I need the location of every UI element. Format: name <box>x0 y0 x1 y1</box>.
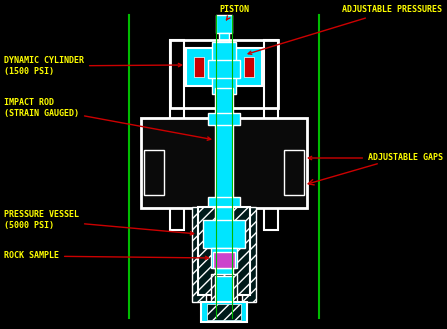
Bar <box>194 57 204 77</box>
Bar <box>234 48 262 86</box>
Bar <box>284 150 304 195</box>
Bar <box>215 88 233 210</box>
Bar <box>215 207 233 295</box>
Bar <box>212 42 236 94</box>
Bar <box>186 48 214 86</box>
Bar <box>170 40 184 230</box>
Bar <box>213 252 235 268</box>
Bar <box>203 220 245 248</box>
Bar <box>264 40 278 230</box>
Bar <box>219 33 229 51</box>
Bar <box>141 118 307 208</box>
Bar <box>198 207 250 295</box>
Bar <box>211 248 237 268</box>
Text: ADJUSTABLE GAPS: ADJUSTABLE GAPS <box>308 154 443 163</box>
Bar <box>192 207 206 302</box>
Bar <box>207 304 241 320</box>
Bar <box>215 276 233 302</box>
Text: IMPACT ROD
(STRAIN GAUGED): IMPACT ROD (STRAIN GAUGED) <box>4 98 211 140</box>
Text: DYNAMIC CYLINDER
(1500 PSI): DYNAMIC CYLINDER (1500 PSI) <box>4 56 181 76</box>
Bar <box>242 207 256 302</box>
Bar <box>208 60 240 78</box>
Text: PRESSURE VESSEL
(5000 PSI): PRESSURE VESSEL (5000 PSI) <box>4 210 194 235</box>
Bar <box>170 40 278 108</box>
Bar <box>201 302 247 322</box>
Bar <box>144 150 164 195</box>
Bar <box>244 57 254 77</box>
Bar <box>216 15 232 33</box>
Bar <box>208 197 240 209</box>
Text: ADJUSTABLE PRESSURES: ADJUSTABLE PRESSURES <box>248 6 442 54</box>
Text: ROCK SAMPLE: ROCK SAMPLE <box>4 251 209 261</box>
Bar <box>208 113 240 125</box>
Bar <box>211 274 237 304</box>
Text: PISTON: PISTON <box>219 6 249 20</box>
